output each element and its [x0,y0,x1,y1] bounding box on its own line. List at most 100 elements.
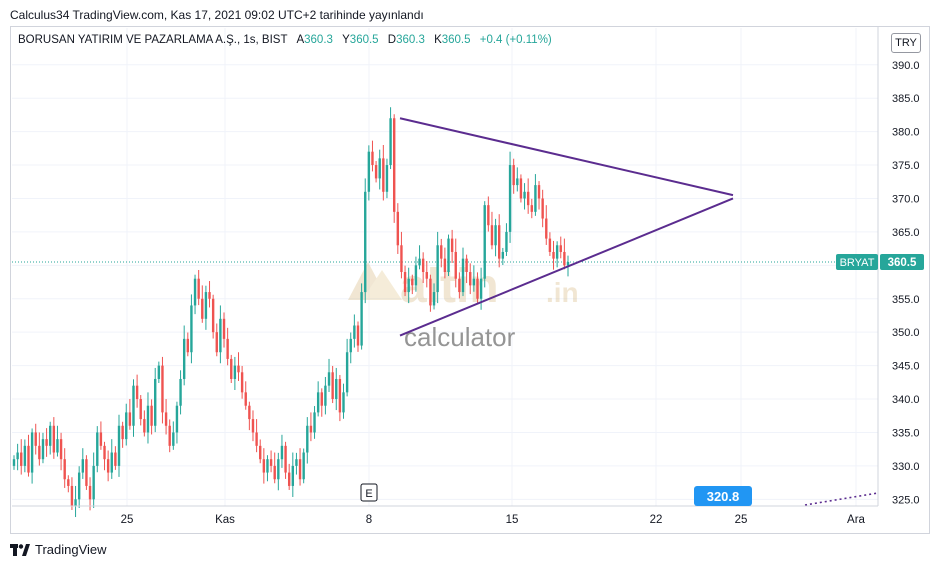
y-tick-label: 345.0 [892,361,920,373]
y-tick-label: 350.0 [892,327,920,339]
candle-body [421,258,425,273]
candle-body [353,325,356,339]
time-axis: 25 Kas 8 15 22 25 Ara [12,505,878,526]
candle-body [110,452,113,473]
candle-body [302,452,305,480]
candle-body [324,385,327,406]
candle-body [548,238,552,252]
candle-body [280,445,284,460]
candle-body [287,472,291,486]
watermark-logo-icon [348,262,402,300]
candle-body [99,432,103,446]
candle-body [450,238,454,252]
earnings-event-marker[interactable]: E [360,483,378,502]
candle-body [331,372,334,400]
candle-body [378,158,381,179]
y-tick-label: 385.0 [892,93,920,105]
candle-body [454,251,457,279]
candle-body [85,459,88,486]
candle-body [320,392,323,406]
candle-body [262,459,266,473]
candle-body [190,305,193,353]
candle-body [273,465,276,480]
watermark-suffix: .in [546,277,579,308]
candle-body [226,338,229,359]
legend-low-value: 360.3 [396,34,425,46]
candle-body [335,378,338,400]
y-tick-label: 365.0 [892,227,920,239]
candle-body [360,292,363,346]
alert-price-label[interactable]: 320.8 [694,486,752,506]
y-tick-label: 340.0 [892,394,920,406]
candle-body [172,432,175,446]
candle-body [208,292,211,299]
candle-body [396,211,400,246]
legend-high-value: 360.5 [349,34,379,46]
candle-body [494,225,497,246]
candle-body [59,439,63,460]
x-tick-label: 22 [650,514,663,526]
candle-body [313,412,316,433]
candle-body [552,251,555,259]
candle-body [563,251,566,266]
candle-body [182,338,186,379]
candle-body [88,485,92,500]
candle-body [364,191,367,293]
trendline[interactable] [399,197,734,337]
candle-body [96,432,99,466]
legend-change: +0.4 (+0.11%) [479,34,552,46]
candle-body [291,465,295,486]
candle-body [77,472,81,500]
candle-body [215,332,218,353]
candle-body [56,439,59,453]
last-price-symbol: BRYAT [840,257,875,269]
candle-body [498,225,501,259]
alert-price-value: 320.8 [707,489,740,504]
candles [12,107,570,518]
candle-body [414,265,418,286]
candle-body [74,499,77,506]
trendline[interactable] [399,117,734,197]
legend: BORUSAN YATIRIM VE PAZARLAMA A.Ş., 1s, B… [18,34,552,46]
last-price-value: 360.5 [888,257,917,269]
legend-low-label: D [387,34,397,46]
candle-body [233,365,237,379]
candle-body [20,452,23,466]
y-tick-label: 355.0 [892,294,920,306]
tradingview-logo-icon [10,543,30,556]
footer[interactable]: TradingView [10,542,107,557]
candle-body [219,318,222,353]
candle-body [154,378,157,426]
candle-body [298,459,302,480]
candle-body [277,459,280,480]
candle-body [201,298,204,319]
candle-body [447,238,450,273]
candle-body [403,272,407,293]
candle-body [472,278,476,286]
candle-body [306,425,309,453]
candle-body [117,425,121,466]
legend-close-value: 360.5 [441,34,471,46]
candle-body [284,445,287,473]
legend-symbol: BORUSAN YATIRIM VE PAZARLAMA A.Ş., 1s, B… [18,34,288,46]
y-tick-label: 390.0 [892,60,920,72]
candle-body [143,419,146,433]
candle-body [443,258,447,273]
candle-body [132,385,135,426]
candle-body [49,425,52,446]
candle-body [382,158,385,192]
candle-body [125,412,128,440]
candle-body [483,205,486,279]
candle-body [168,425,171,446]
x-tick-label: 25 [121,514,134,526]
candle-body [295,459,298,466]
candle-body [400,245,403,273]
candle-body [440,245,443,259]
candle-body [161,365,164,413]
candle-body [374,165,378,179]
y-tick-label: 380.0 [892,127,920,139]
candle-body [45,439,48,446]
currency-button[interactable]: TRY [891,33,921,53]
candle-body [487,205,490,226]
